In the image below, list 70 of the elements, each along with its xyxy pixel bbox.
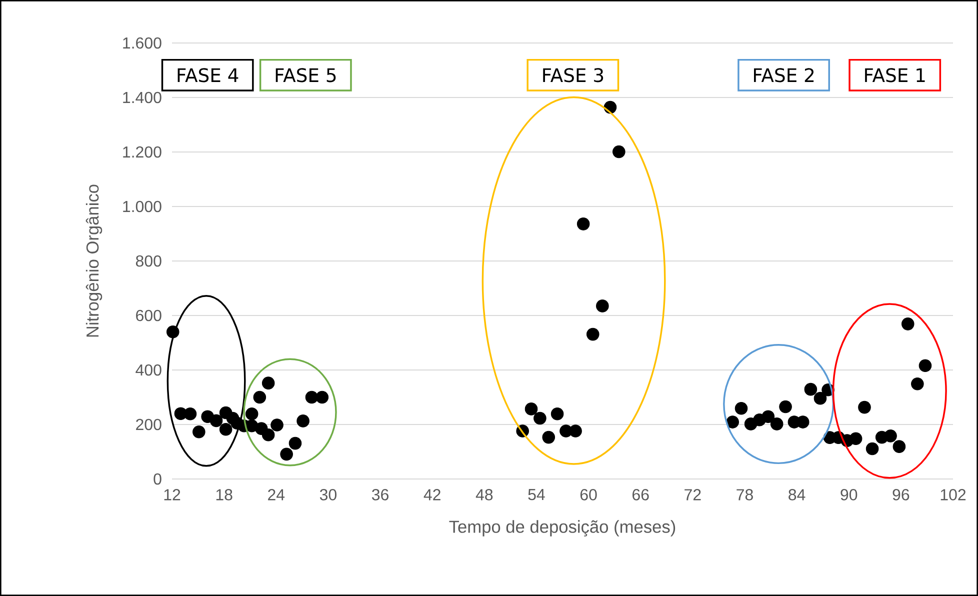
annotation: FASE 1: [865, 68, 925, 82]
point: [262, 428, 275, 442]
annotation: FASE 3: [543, 68, 604, 82]
point: [569, 424, 582, 438]
point: [858, 400, 871, 414]
point: [576, 218, 590, 230]
x-tick-label: 48: [476, 489, 493, 500]
x-tick-label: 12: [164, 489, 180, 500]
y-tick-label: 1.000: [123, 200, 162, 212]
x-tick-label: 36: [372, 489, 388, 500]
x-tick-label: 84: [788, 489, 806, 500]
point: [804, 382, 818, 396]
point: [296, 414, 310, 428]
x-tick-label: 42: [424, 489, 440, 500]
x-tick-label: 54: [528, 489, 545, 500]
point: [542, 430, 556, 444]
y-tick-label: 600: [136, 310, 162, 322]
annotation: FASE 2: [754, 68, 814, 82]
point: [192, 425, 206, 438]
point: [814, 392, 827, 405]
x-tick-label: 66: [632, 489, 649, 500]
x-tick-label: 90: [840, 489, 858, 500]
point: [911, 377, 924, 390]
point: [849, 432, 862, 446]
point: [918, 359, 932, 372]
point: [726, 416, 739, 428]
point: [734, 402, 748, 415]
point: [612, 145, 626, 158]
point: [762, 410, 775, 423]
point: [884, 430, 897, 442]
y-tick-label: 1.600: [123, 37, 162, 49]
y-tick-label: 800: [136, 255, 162, 267]
point: [288, 436, 302, 450]
point: [262, 376, 275, 390]
y-tick-label: 200: [136, 418, 162, 430]
x-tick-label: 18: [216, 489, 232, 500]
point: [245, 407, 258, 420]
y-axis-title: Nitrogênio Orgânico: [86, 184, 102, 337]
annotation: FASE 5: [276, 68, 336, 82]
x-tick-label: 96: [892, 489, 910, 500]
x-tick-label: 72: [684, 489, 701, 500]
point: [779, 400, 792, 414]
x-tick-label: 60: [580, 489, 597, 500]
x-axis-title: Tempo de deposição (meses): [449, 520, 676, 536]
point: [184, 407, 197, 420]
y-tick-label: 1.200: [123, 146, 162, 158]
point: [892, 440, 906, 453]
point: [524, 402, 538, 416]
point: [596, 300, 609, 312]
point: [901, 318, 914, 330]
point: [866, 442, 879, 456]
point: [253, 390, 266, 404]
x-tick-label: 102: [940, 489, 966, 500]
y-tick-label: 0: [154, 473, 162, 485]
annotation: FASE 4: [178, 68, 238, 82]
x-tick-label: 30: [320, 489, 336, 500]
point: [219, 422, 232, 436]
point: [305, 390, 318, 404]
x-tick-label: 24: [268, 489, 285, 500]
point: [210, 414, 223, 428]
point: [770, 418, 784, 430]
point: [270, 418, 284, 432]
point: [550, 407, 564, 420]
point: [280, 448, 293, 461]
point: [586, 328, 600, 341]
point: [316, 390, 329, 404]
point: [534, 412, 546, 425]
y-tick-label: 400: [136, 364, 162, 376]
x-tick-label: 78: [736, 489, 753, 500]
y-tick-label: 1.400: [123, 92, 162, 104]
